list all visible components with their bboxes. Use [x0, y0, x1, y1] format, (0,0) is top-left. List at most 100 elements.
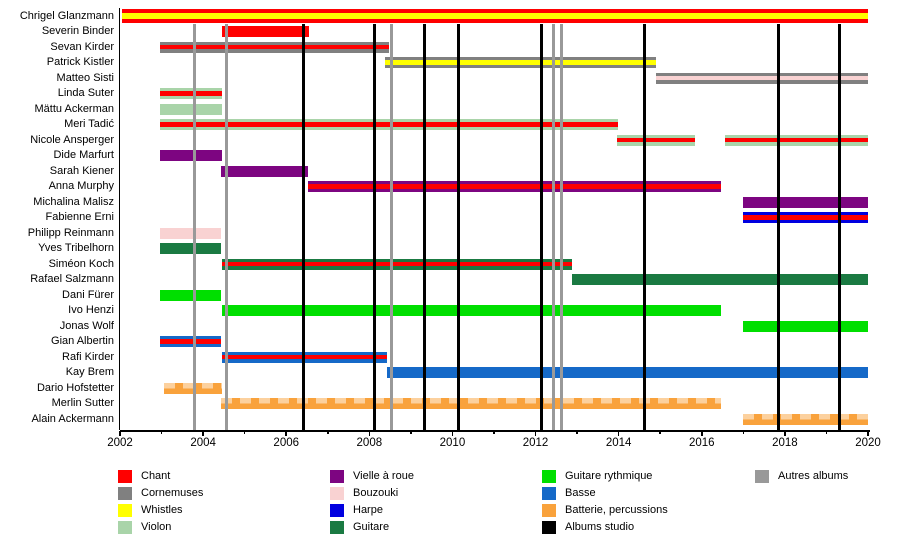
member-label: Mättu Ackerman — [34, 102, 114, 115]
bar-stripe-bouzouki — [656, 75, 868, 81]
legend-label: Bouzouki — [353, 487, 399, 499]
member-bar — [160, 103, 222, 115]
bar-stripe-chant — [725, 137, 868, 143]
member-label: Matteo Sisti — [56, 71, 114, 84]
album-line-autres-albums — [559, 24, 563, 430]
member-label: Philipp Reinmann — [27, 226, 114, 239]
legend-item: Autres albums — [755, 469, 848, 483]
x-tick-label: 2014 — [605, 437, 632, 449]
legend-item: Albums studio — [542, 520, 634, 534]
bar-stripe-guitare — [572, 274, 868, 286]
legend-swatch-violon — [118, 520, 132, 534]
bar-stripe-cornemuses — [656, 72, 868, 76]
legend-item: Whistles — [118, 503, 183, 517]
member-label: Dario Hofstetter — [36, 381, 114, 394]
legend-label: Cornemuses — [141, 487, 204, 499]
x-tick-label: 2016 — [688, 437, 715, 449]
legend-swatch-guitare_rythmique — [542, 469, 556, 483]
legend-label: Chant — [141, 470, 171, 482]
bar-stripe-basse — [160, 336, 221, 340]
legend-label: Guitare — [353, 521, 390, 533]
member-bar — [122, 9, 868, 24]
x-tick-label: 2012 — [522, 437, 549, 449]
legend-swatch-batterie — [542, 503, 556, 517]
album-line-albums-studio — [422, 24, 426, 430]
member-bar — [220, 165, 308, 177]
member-bar — [221, 26, 310, 38]
legend-label: Basse — [565, 487, 596, 499]
bar-stripe-guitare_rythmique — [743, 320, 868, 332]
album-line-autres-albums — [551, 24, 555, 430]
x-tick-major — [534, 431, 537, 436]
bar-stripe-cornemuses — [160, 49, 389, 53]
x-tick-minor — [825, 431, 828, 434]
x-tick-label: 2008 — [356, 437, 383, 449]
legend-swatch-guitare — [330, 520, 344, 534]
album-line-albums-studio — [838, 24, 842, 430]
album-line-albums-studio — [643, 24, 647, 430]
member-bar — [743, 212, 868, 224]
member-bar — [386, 367, 868, 379]
legend-item: Chant — [118, 469, 170, 483]
legend-item: Vielle à roue — [330, 469, 414, 483]
bar-stripe-violon — [616, 142, 696, 146]
legend-item: Guitare — [330, 520, 389, 534]
member-label: Dani Fürer — [62, 288, 114, 301]
x-tick-minor — [493, 431, 495, 434]
legend-label: Batterie, percussions — [565, 504, 668, 516]
album-line-albums-studio — [540, 24, 544, 430]
bar-stripe-violon — [725, 142, 868, 146]
x-tick-major — [119, 431, 121, 436]
x-tick-minor — [327, 431, 329, 434]
x-tick-label: 2004 — [190, 437, 216, 449]
member-bar — [160, 243, 221, 255]
member-bar — [221, 258, 573, 270]
x-tick-label: 2002 — [107, 437, 133, 449]
legend-swatch-harpe — [330, 503, 344, 517]
member-label: Gian Albertin — [51, 335, 114, 348]
member-label: Rafi Kirder — [62, 350, 114, 363]
legend-item: Bouzouki — [330, 486, 398, 500]
album-line-albums-studio — [372, 24, 376, 430]
member-bar — [656, 72, 868, 84]
member-label: Linda Suter — [57, 87, 114, 100]
member-label: Patrick Kistler — [46, 56, 114, 69]
legend-label: Guitare rythmique — [565, 470, 653, 482]
bar-stripe-harpe — [743, 219, 868, 224]
bar-stripe-cornemuses — [160, 41, 389, 45]
bar-stripe-chant — [122, 18, 868, 24]
x-tick-major — [368, 431, 371, 436]
member-label: Alain Ackermann — [31, 412, 114, 425]
legend-item: Harpe — [330, 503, 383, 517]
bar-stripe-whistles — [385, 60, 657, 65]
member-bar — [307, 181, 721, 193]
member-bar — [160, 336, 221, 348]
legend-label: Albums studio — [565, 521, 635, 533]
legend-label: Harpe — [353, 504, 383, 516]
x-tick-minor — [410, 431, 412, 434]
legend-item: Batterie, percussions — [542, 503, 668, 517]
bar-stripe-cornemuses — [656, 80, 868, 84]
member-bar — [616, 134, 696, 146]
bar-stripe-guitare — [221, 266, 573, 270]
bar-stripe-basse — [386, 367, 868, 379]
member-bar — [725, 134, 868, 146]
bar-stripe-cornemuses — [385, 64, 657, 69]
album-line-albums-studio — [457, 24, 461, 430]
legend-swatch-chant — [118, 469, 132, 483]
x-tick-label: 2020 — [855, 437, 881, 449]
member-label: Rafael Salzmann — [30, 273, 114, 286]
member-label: Jonas Wolf — [59, 319, 114, 332]
member-label: Sarah Kiener — [49, 164, 114, 177]
bar-stripe-chant — [160, 91, 222, 96]
member-bar — [385, 57, 657, 69]
member-label: Severin Binder — [41, 25, 114, 38]
bar-stripe-chant — [160, 44, 389, 50]
bar-stripe-violon — [160, 103, 222, 115]
bar-stripe-violon — [725, 134, 868, 138]
member-label: Ivo Henzi — [68, 304, 114, 317]
member-bar — [220, 398, 721, 410]
bar-stripe-chant — [160, 122, 618, 127]
legend-label: Autres albums — [778, 470, 849, 482]
